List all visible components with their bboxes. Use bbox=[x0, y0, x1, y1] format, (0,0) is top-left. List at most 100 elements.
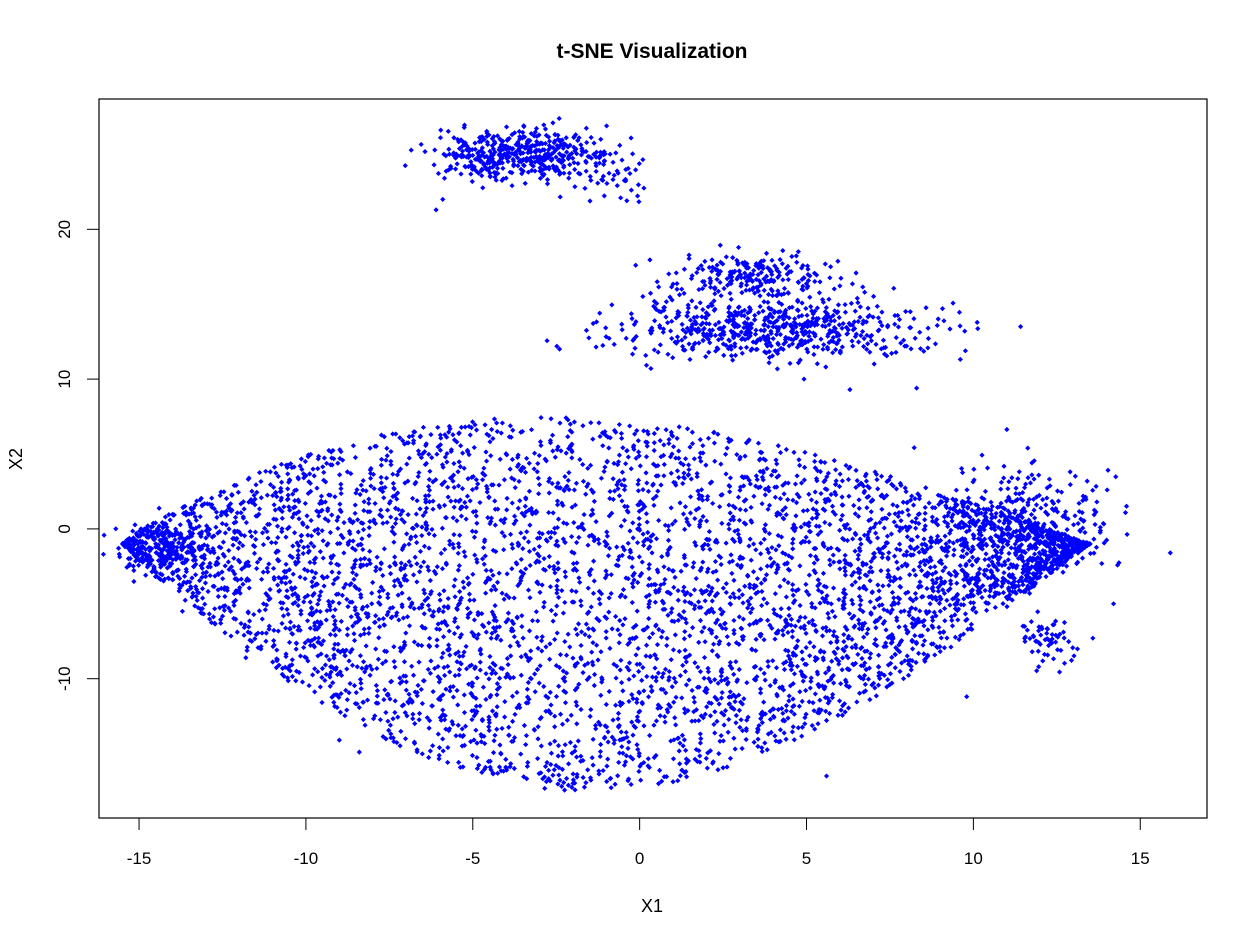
data-point bbox=[648, 533, 654, 539]
data-point bbox=[263, 638, 269, 644]
data-point bbox=[246, 624, 252, 630]
data-point bbox=[524, 529, 530, 535]
data-point bbox=[438, 550, 444, 556]
data-point bbox=[776, 543, 782, 549]
data-point bbox=[416, 710, 423, 717]
data-point bbox=[929, 505, 936, 511]
data-point bbox=[433, 571, 439, 577]
data-point bbox=[917, 559, 924, 566]
data-point bbox=[611, 737, 618, 743]
data-point bbox=[619, 744, 625, 750]
data-point bbox=[647, 544, 653, 550]
data-point bbox=[500, 768, 507, 774]
data-point bbox=[369, 601, 375, 607]
data-point bbox=[546, 509, 552, 516]
data-point bbox=[705, 669, 711, 675]
data-point bbox=[711, 440, 718, 446]
data-point bbox=[856, 626, 862, 632]
data-point bbox=[385, 595, 391, 601]
data-point bbox=[537, 663, 543, 669]
data-point bbox=[606, 595, 612, 601]
data-point bbox=[289, 657, 295, 663]
data-point bbox=[563, 652, 570, 658]
data-point bbox=[696, 717, 702, 724]
data-point bbox=[480, 556, 486, 562]
data-point bbox=[773, 547, 779, 553]
data-point bbox=[472, 422, 478, 428]
data-point bbox=[780, 627, 786, 633]
data-point bbox=[811, 560, 817, 566]
data-point bbox=[278, 576, 284, 582]
data-point bbox=[302, 458, 308, 465]
data-point bbox=[264, 565, 270, 571]
data-point bbox=[637, 463, 643, 469]
data-point bbox=[398, 567, 404, 573]
data-point bbox=[218, 585, 224, 591]
data-point bbox=[409, 663, 415, 669]
data-point bbox=[815, 511, 821, 518]
data-point bbox=[597, 433, 603, 440]
data-point bbox=[964, 593, 970, 599]
data-point bbox=[849, 572, 855, 578]
data-point bbox=[745, 714, 751, 720]
data-point bbox=[613, 675, 619, 681]
data-point bbox=[200, 560, 206, 567]
data-point bbox=[724, 675, 730, 681]
data-point bbox=[474, 740, 480, 746]
data-point bbox=[499, 529, 505, 536]
data-point bbox=[736, 692, 742, 698]
data-point bbox=[751, 664, 757, 670]
data-point bbox=[803, 630, 809, 637]
data-point bbox=[645, 545, 652, 552]
data-point bbox=[381, 622, 387, 628]
data-point bbox=[526, 488, 533, 494]
data-point bbox=[609, 734, 615, 740]
data-point bbox=[907, 572, 913, 578]
data-point bbox=[617, 632, 623, 638]
data-point bbox=[727, 663, 733, 669]
data-point bbox=[423, 520, 429, 526]
data-point bbox=[950, 506, 956, 512]
data-point bbox=[382, 687, 388, 693]
data-point bbox=[162, 521, 168, 527]
data-point bbox=[224, 585, 230, 591]
data-point bbox=[987, 583, 994, 589]
data-point bbox=[371, 485, 377, 492]
data-point bbox=[814, 468, 821, 474]
data-point bbox=[722, 708, 729, 714]
data-point bbox=[822, 507, 828, 514]
data-point bbox=[589, 507, 595, 513]
data-point bbox=[915, 650, 922, 656]
data-point bbox=[405, 699, 411, 705]
data-point bbox=[773, 630, 779, 636]
data-point bbox=[268, 539, 275, 546]
data-point bbox=[251, 492, 257, 498]
data-point bbox=[543, 644, 549, 650]
data-point bbox=[905, 589, 911, 595]
data-point bbox=[487, 439, 493, 445]
data-point bbox=[347, 649, 353, 655]
data-point bbox=[1009, 584, 1016, 590]
data-point bbox=[336, 600, 342, 606]
data-point bbox=[960, 548, 966, 554]
data-point bbox=[781, 577, 787, 583]
data-point bbox=[440, 650, 446, 656]
data-point bbox=[1000, 590, 1007, 596]
data-point bbox=[913, 525, 919, 531]
data-point bbox=[739, 701, 746, 707]
data-point bbox=[590, 736, 596, 742]
data-point bbox=[342, 652, 348, 659]
data-point bbox=[780, 717, 786, 724]
data-point bbox=[313, 570, 319, 576]
data-point bbox=[390, 716, 396, 722]
data-point bbox=[783, 446, 789, 453]
data-point bbox=[554, 603, 560, 609]
data-point bbox=[767, 555, 774, 561]
data-point bbox=[865, 535, 871, 541]
data-point bbox=[395, 577, 401, 583]
data-point bbox=[751, 582, 757, 588]
data-point bbox=[284, 606, 290, 612]
data-point bbox=[860, 623, 866, 629]
data-point bbox=[220, 539, 226, 545]
data-point bbox=[580, 670, 586, 676]
